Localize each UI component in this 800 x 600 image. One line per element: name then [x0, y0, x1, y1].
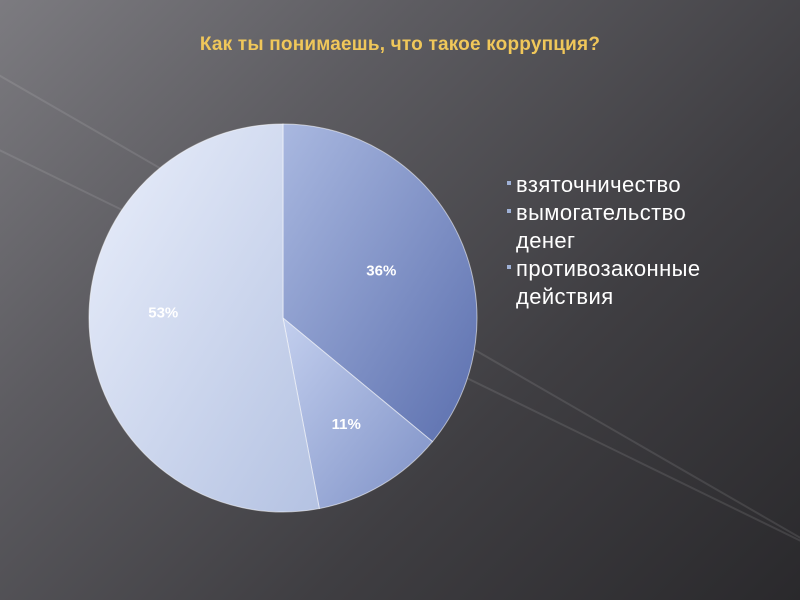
legend-label-line: действия — [516, 284, 614, 309]
legend-marker-2 — [507, 209, 511, 213]
legend-label-line: взяточничество — [516, 172, 681, 197]
legend-item-2: вымогательство денег — [504, 199, 700, 255]
legend-item-1: взяточничество — [504, 171, 700, 199]
legend-label-line: денег — [516, 228, 576, 253]
pie-slice-3 — [88, 123, 320, 513]
legend-marker-3 — [507, 265, 511, 269]
data-label-3: 53% — [148, 304, 178, 321]
pie-slice-1 — [282, 123, 478, 443]
data-label-1: 36% — [366, 263, 396, 280]
pie-slices — [88, 123, 478, 513]
pie-labels: 36% 11% 53% — [148, 263, 396, 433]
chart-title: Как ты понимаешь, что такое коррупция? — [199, 34, 601, 55]
legend-label-line: вымогательство — [516, 200, 687, 225]
data-label-2: 11% — [332, 416, 361, 433]
pie-slice-2 — [282, 316, 434, 510]
legend-item-3: противозаконные действия — [504, 255, 700, 311]
legend-marker-1 — [507, 181, 511, 185]
legend: взяточничество вымогательство денег противо… — [504, 171, 700, 311]
legend-label-line: противозаконные — [516, 256, 701, 281]
